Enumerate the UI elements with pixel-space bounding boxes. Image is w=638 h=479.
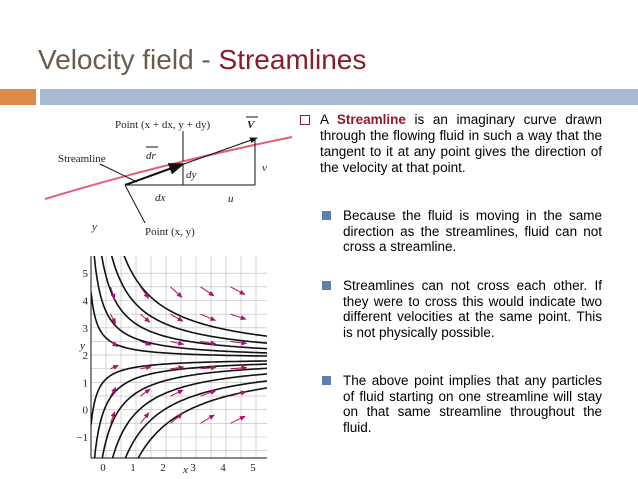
streamline — [100, 256, 267, 350]
y-tick-label: 4 — [83, 296, 89, 308]
vector-diagram: Point (x + dx, y + dy) V dr dy v Streaml… — [44, 116, 293, 238]
accent-bar — [0, 89, 36, 105]
velocity-vector — [140, 412, 150, 424]
velocity-vector — [170, 365, 185, 371]
velocity-vector — [140, 388, 151, 397]
y-tick-label: 0 — [83, 405, 89, 417]
label: dy — [186, 169, 197, 181]
velocity-vector — [110, 286, 116, 300]
streamline — [137, 387, 267, 458]
figure: Point (x + dx, y + dy) V dr dy v Streaml… — [44, 116, 293, 476]
y-tick-label: 1 — [83, 377, 89, 389]
velocity-vector — [200, 390, 217, 397]
title-lead: Velocity field - — [38, 44, 211, 75]
streamline-curve — [44, 136, 293, 200]
sub-bullet-text: The above point implies that any particl… — [343, 373, 602, 435]
velocity-vector — [110, 386, 117, 397]
streamline — [93, 256, 267, 354]
velocity-vector — [170, 313, 184, 322]
velocity-vector — [230, 340, 248, 346]
velocity-vector — [110, 411, 116, 424]
x-tick-label: 2 — [160, 462, 166, 474]
bullet-marker — [322, 211, 331, 220]
x-tick-label: 1 — [130, 462, 136, 474]
velocity-vector — [230, 415, 246, 424]
leader — [99, 163, 138, 183]
sub-bullet: The above point implies that any particl… — [322, 373, 602, 435]
streamline — [124, 380, 267, 458]
x-tick-label: 3 — [190, 462, 196, 474]
velocity-vector — [140, 286, 150, 299]
velocity-vector — [200, 286, 215, 297]
y-tick-label: 2 — [83, 350, 89, 362]
label: Point (x, y) — [145, 226, 195, 238]
x-tick-label: 4 — [220, 462, 226, 474]
streamline — [110, 256, 267, 344]
label: u — [228, 193, 234, 205]
y-tick-label: −1 — [76, 432, 88, 444]
velocity-vector — [170, 286, 183, 298]
velocity-vector — [200, 414, 215, 424]
slide-title: Velocity field - Streamlines — [38, 44, 366, 76]
x-tick-label: 5 — [250, 462, 256, 474]
velocity-vector — [170, 413, 183, 424]
bullet-marker — [300, 115, 310, 125]
axis-label: y — [91, 221, 97, 233]
velocity-vector — [230, 286, 246, 295]
bullet-lead: A — [320, 112, 329, 127]
bullet-text: is an imaginary curve drawn through the … — [320, 112, 602, 175]
velocity-vector — [110, 341, 119, 348]
plot-area — [91, 256, 267, 458]
sub-bullet: Because the fluid is moving in the same … — [322, 208, 602, 255]
sub-bullet-text: Streamlines can not cross each other. If… — [343, 278, 602, 340]
x-tick-label: 0 — [100, 462, 106, 474]
velocity-vector — [200, 340, 217, 346]
velocity-vector — [140, 340, 152, 346]
axis-label: y — [79, 340, 85, 352]
label: Streamline — [58, 153, 106, 165]
velocity-vector — [170, 340, 185, 346]
leader — [124, 184, 146, 224]
label: v — [262, 162, 267, 174]
y-tick-label: 5 — [83, 268, 89, 280]
axis-label: x — [182, 464, 188, 476]
label: dr — [146, 150, 157, 162]
velocity-vector — [110, 313, 116, 325]
sub-bullet: Streamlines can not cross each other. If… — [322, 278, 602, 340]
velocity-vector — [110, 365, 120, 370]
velocity-vector — [230, 365, 248, 371]
label: Point (x + dx, y + dy) — [115, 119, 211, 131]
streamline — [93, 363, 267, 458]
velocity-vector — [200, 313, 217, 321]
velocity-vector — [140, 365, 152, 371]
velocity-vector — [200, 365, 217, 371]
streamline-plot: y y x 0 1 2 3 4 5 −1 0 1 2 3 4 5 — [76, 221, 267, 476]
bullet-marker — [322, 376, 331, 385]
streamline — [123, 256, 267, 337]
velocity-vector — [230, 390, 247, 397]
velocity-arrow — [124, 137, 258, 186]
label: dx — [155, 192, 166, 204]
velocity-vector — [230, 313, 247, 321]
velocity-vector — [140, 313, 151, 323]
label: V — [247, 119, 256, 131]
bullet-term: Streamline — [336, 112, 406, 127]
title-bar — [40, 89, 638, 105]
title-highlight: Streamlines — [218, 44, 367, 75]
bullet-marker — [322, 281, 331, 290]
main-bullet: A Streamline is an imaginary curve drawn… — [300, 112, 602, 176]
velocity-vector — [170, 389, 184, 397]
y-tick-label: 3 — [83, 323, 89, 335]
streamline — [111, 373, 267, 458]
streamline — [91, 360, 267, 425]
streamline — [91, 292, 267, 357]
sub-bullet-text: Because the fluid is moving in the same … — [343, 208, 602, 254]
